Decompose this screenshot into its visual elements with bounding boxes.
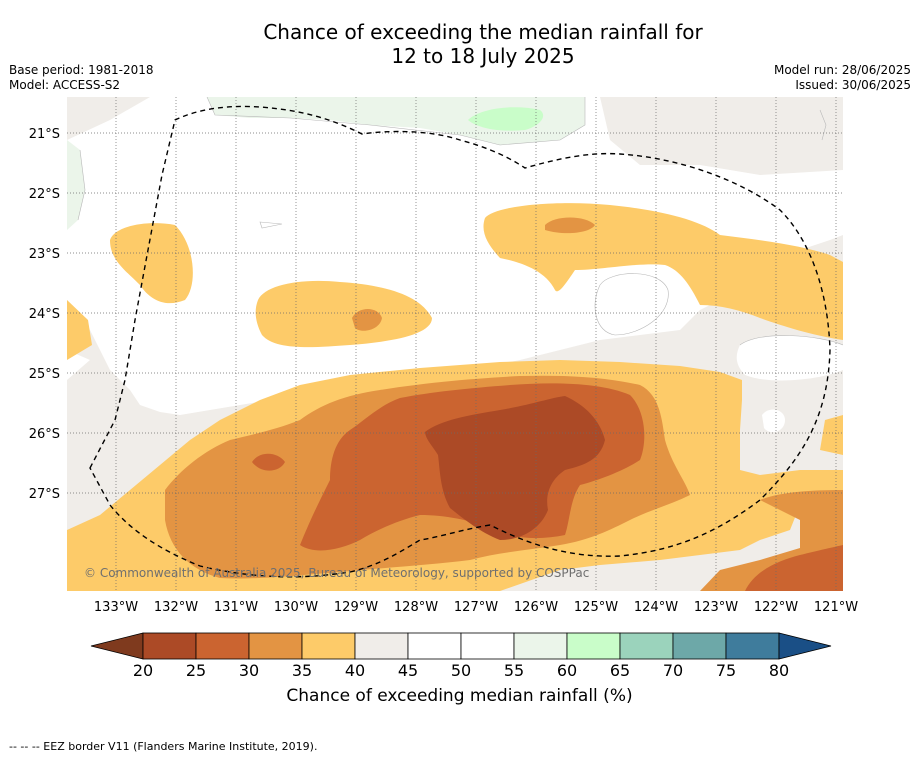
lat-label-22s: 22°S <box>29 187 60 202</box>
colorbar-swatch <box>301 632 356 660</box>
lon-label-125w: 125°W <box>574 600 618 615</box>
map-title-line2: 12 to 18 July 2025 <box>391 44 575 68</box>
contour-60-65 <box>468 107 544 131</box>
colorbar-swatch <box>619 632 674 660</box>
map-panel <box>67 97 843 591</box>
colorbar-swatch <box>195 632 250 660</box>
colorbar-swatch <box>354 632 409 660</box>
base-period-text: Base period: 1981-2018 <box>9 63 154 77</box>
lon-label-123w: 123°W <box>694 600 738 615</box>
colorbar-tick-label: 45 <box>398 661 418 680</box>
colorbar-swatch <box>142 632 197 660</box>
lon-label-133w: 133°W <box>94 600 138 615</box>
contour-45-55 <box>67 97 843 535</box>
meta-right: Model run: 28/06/2025 Issued: 30/06/2025 <box>774 63 911 93</box>
lat-label-24s: 24°S <box>29 307 60 322</box>
contour-20-25 <box>425 396 605 540</box>
lon-label-127w: 127°W <box>454 600 498 615</box>
lat-label-26s: 26°S <box>29 427 60 442</box>
lon-label-126w: 126°W <box>514 600 558 615</box>
model-text: Model: ACCESS-S2 <box>9 78 121 92</box>
colorbar-swatch <box>513 632 568 660</box>
map-title-line1: Chance of exceeding the median rainfall … <box>263 20 703 44</box>
lon-label-129w: 129°W <box>334 600 378 615</box>
eez-footnote: -- -- -- EEZ border V11 (Flanders Marine… <box>9 740 318 753</box>
map-title: Chance of exceeding the median rainfall … <box>0 20 919 68</box>
colorbar-swatch <box>566 632 621 660</box>
lon-label-128w: 128°W <box>394 600 438 615</box>
colorbar: 20 25 30 35 40 45 50 55 60 65 70 75 80 <box>90 632 832 680</box>
lon-label-124w: 124°W <box>634 600 678 615</box>
colorbar-swatch <box>407 632 462 660</box>
colorbar-extend-low <box>90 632 144 660</box>
eez-border <box>89 105 831 578</box>
lon-label-121w: 121°W <box>814 600 858 615</box>
colorbar-tick-label: 30 <box>239 661 259 680</box>
colorbar-tick-label: 75 <box>716 661 736 680</box>
colorbar-tick-label: 40 <box>345 661 365 680</box>
lon-label-122w: 122°W <box>754 600 798 615</box>
colorbar-title: Chance of exceeding median rainfall (%) <box>286 686 633 706</box>
lon-label-132w: 132°W <box>154 600 198 615</box>
colorbar-tick-label: 70 <box>663 661 683 680</box>
latitude-labels: 21°S 22°S 23°S 24°S 25°S 26°S 27°S <box>29 127 60 502</box>
colorbar-tick-label: 25 <box>186 661 206 680</box>
colorbar-swatch <box>460 632 515 660</box>
issued-text: Issued: 30/06/2025 <box>795 78 911 92</box>
colorbar-swatch <box>725 632 780 660</box>
colorbar-tick-label: 60 <box>557 661 577 680</box>
colorbar-swatch <box>672 632 727 660</box>
lat-label-21s: 21°S <box>29 127 60 142</box>
longitude-labels: 133°W 132°W 131°W 130°W 129°W 128°W 127°… <box>94 600 858 615</box>
lat-label-23s: 23°S <box>29 247 60 262</box>
lon-label-131w: 131°W <box>214 600 258 615</box>
colorbar-tick-label: 35 <box>292 661 312 680</box>
lat-label-25s: 25°S <box>29 367 60 382</box>
colorbar-extend-high <box>778 632 832 660</box>
colorbar-tick-label: 80 <box>769 661 789 680</box>
colorbar-tick-label: 55 <box>504 661 524 680</box>
contour-lines <box>77 97 843 346</box>
colorbar-swatch <box>248 632 303 660</box>
colorbar-tick-label: 20 <box>133 661 153 680</box>
lon-label-130w: 130°W <box>274 600 318 615</box>
copyright-notice: © Commonwealth of Australia 2025, Bureau… <box>84 566 590 580</box>
colorbar-tick-label: 65 <box>610 661 630 680</box>
meta-left: Base period: 1981-2018 Model: ACCESS-S2 <box>9 63 154 93</box>
lat-label-27s: 27°S <box>29 487 60 502</box>
graticule <box>67 97 843 591</box>
model-run-text: Model run: 28/06/2025 <box>773 63 911 77</box>
colorbar-tick-label: 50 <box>451 661 471 680</box>
